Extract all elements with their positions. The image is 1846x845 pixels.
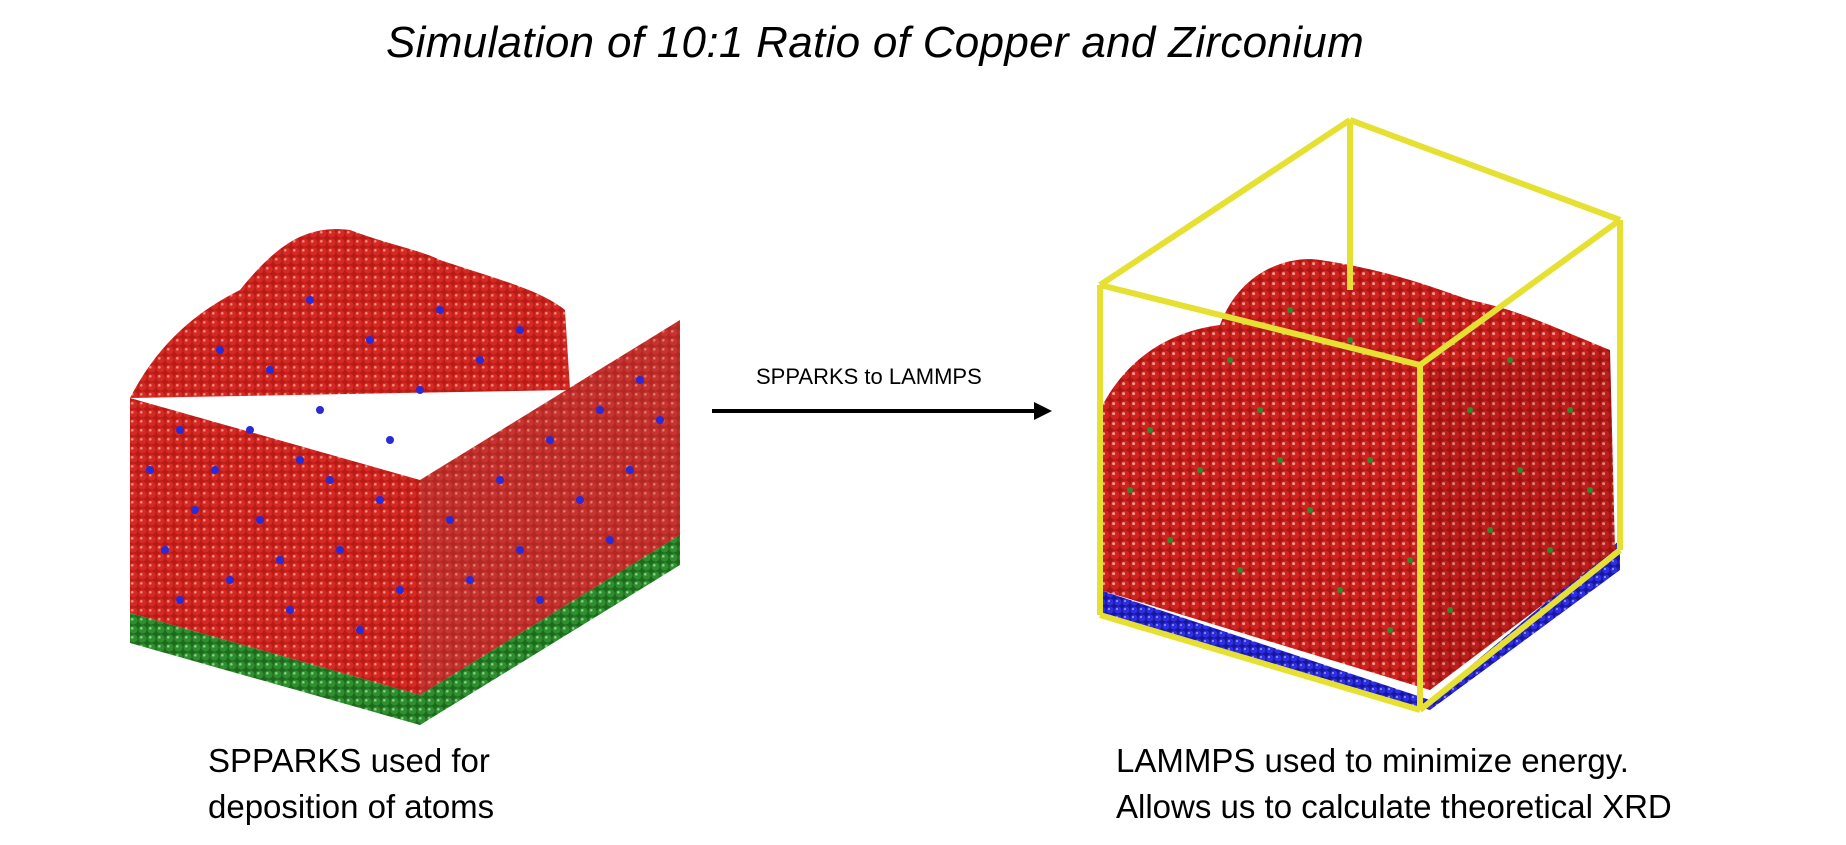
left-substrate-right: [420, 535, 680, 725]
zirconium-atoms-right: [1127, 307, 1593, 633]
spparks-atom-block: [130, 229, 680, 725]
left-top-face: [130, 229, 570, 398]
left-front-face: [130, 398, 420, 695]
slide-title: Simulation of 10:1 Ratio of Copper and Z…: [386, 18, 1365, 67]
lammps-caption-line-1: LAMMPS used to minimize energy.: [1116, 742, 1629, 779]
right-arrow-icon: [712, 402, 1052, 420]
left-right-face: [420, 320, 680, 695]
left-substrate-front: [130, 613, 420, 725]
lammps-caption-line-2: Allows us to calculate theoretical XRD: [1116, 788, 1672, 825]
arrow-label: SPPARKS to LAMMPS: [756, 364, 982, 389]
right-atom-mass: [1100, 259, 1615, 690]
spparks-caption-line-1: SPPARKS used for: [208, 742, 490, 779]
spparks-caption-line-2: deposition of atoms: [208, 788, 495, 825]
lammps-caption: LAMMPS used to minimize energy. Allows u…: [1116, 738, 1672, 830]
simulation-box-frame: [1097, 117, 1623, 713]
lammps-simulation-box: [1097, 117, 1623, 713]
spparks-caption: SPPARKS used for deposition of atoms: [208, 738, 494, 830]
right-substrate: [1100, 540, 1620, 710]
zirconium-atoms-left: [146, 296, 664, 634]
